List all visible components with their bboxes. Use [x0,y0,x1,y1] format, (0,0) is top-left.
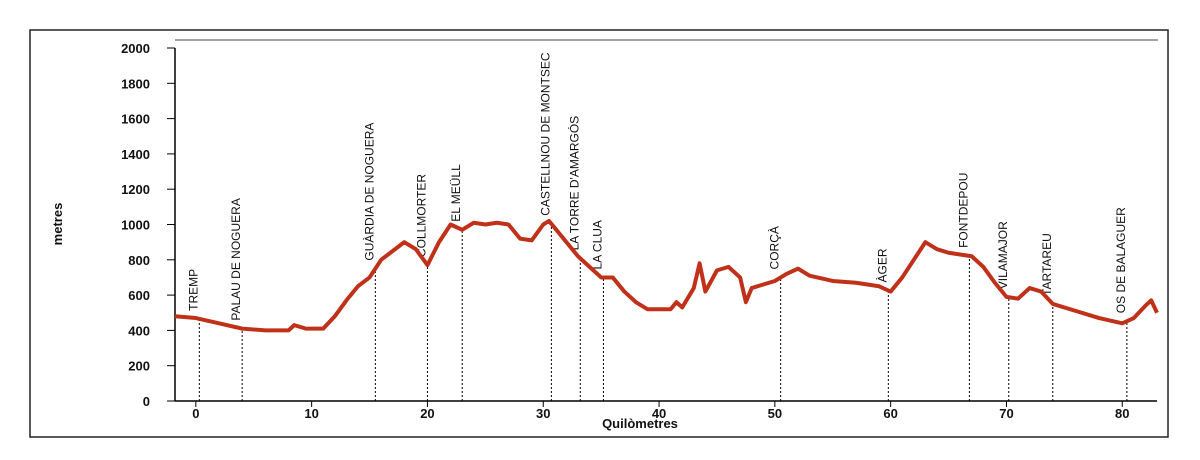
x-tick-label: 10 [304,406,318,421]
y-axis-label: metres [50,203,65,246]
place-label: GUÀRDIA DE NOGUERA [361,123,376,261]
place-label: EL MEÜLL [449,164,463,222]
y-tick-label: 600 [128,288,150,303]
x-tick-label: 50 [768,406,782,421]
x-axis-label: Quilòmetres [602,416,678,431]
y-tick-label: 1000 [121,218,150,233]
place-label: COLLMORTER [414,174,428,257]
y-tick-label: 2000 [121,41,150,56]
place-label: FONTDEPOU [956,173,970,248]
place-label: LA CLUA [590,220,604,269]
place-label: CASTELLNOU DE MONTSEC [538,52,552,216]
x-tick-label: 40 [652,406,666,421]
place-label: LA TORRE D'AMARGÓS [566,116,581,251]
y-tick-label: 1800 [121,76,150,91]
place-label: PALAU DE NOGUERA [229,198,243,320]
y-tick-label: 200 [128,359,150,374]
place-label: OS DE BALAGUER [1114,207,1128,313]
place-label: VILAMAJOR [996,221,1010,289]
elevation-line [174,218,1159,333]
frame [29,29,1169,438]
place-label: CORÇÀ [767,226,782,269]
y-tick-label: 1400 [121,147,150,162]
x-tick-label: 20 [420,406,434,421]
y-tick-label: 0 [143,394,150,409]
y-tick-label: 400 [128,323,150,338]
place-label: TARTAREU [1040,233,1054,296]
place-label: TREMP [186,269,200,311]
y-tick-label: 1600 [121,112,150,127]
x-tick-label: 0 [192,406,199,421]
y-tick-label: 1200 [121,182,150,197]
place-label: ÀGER [874,248,889,282]
x-tick-label: 30 [536,406,550,421]
x-tick-label: 60 [883,406,897,421]
x-tick-label: 80 [1115,406,1129,421]
y-tick-label: 800 [128,253,150,268]
x-tick-label: 70 [999,406,1013,421]
